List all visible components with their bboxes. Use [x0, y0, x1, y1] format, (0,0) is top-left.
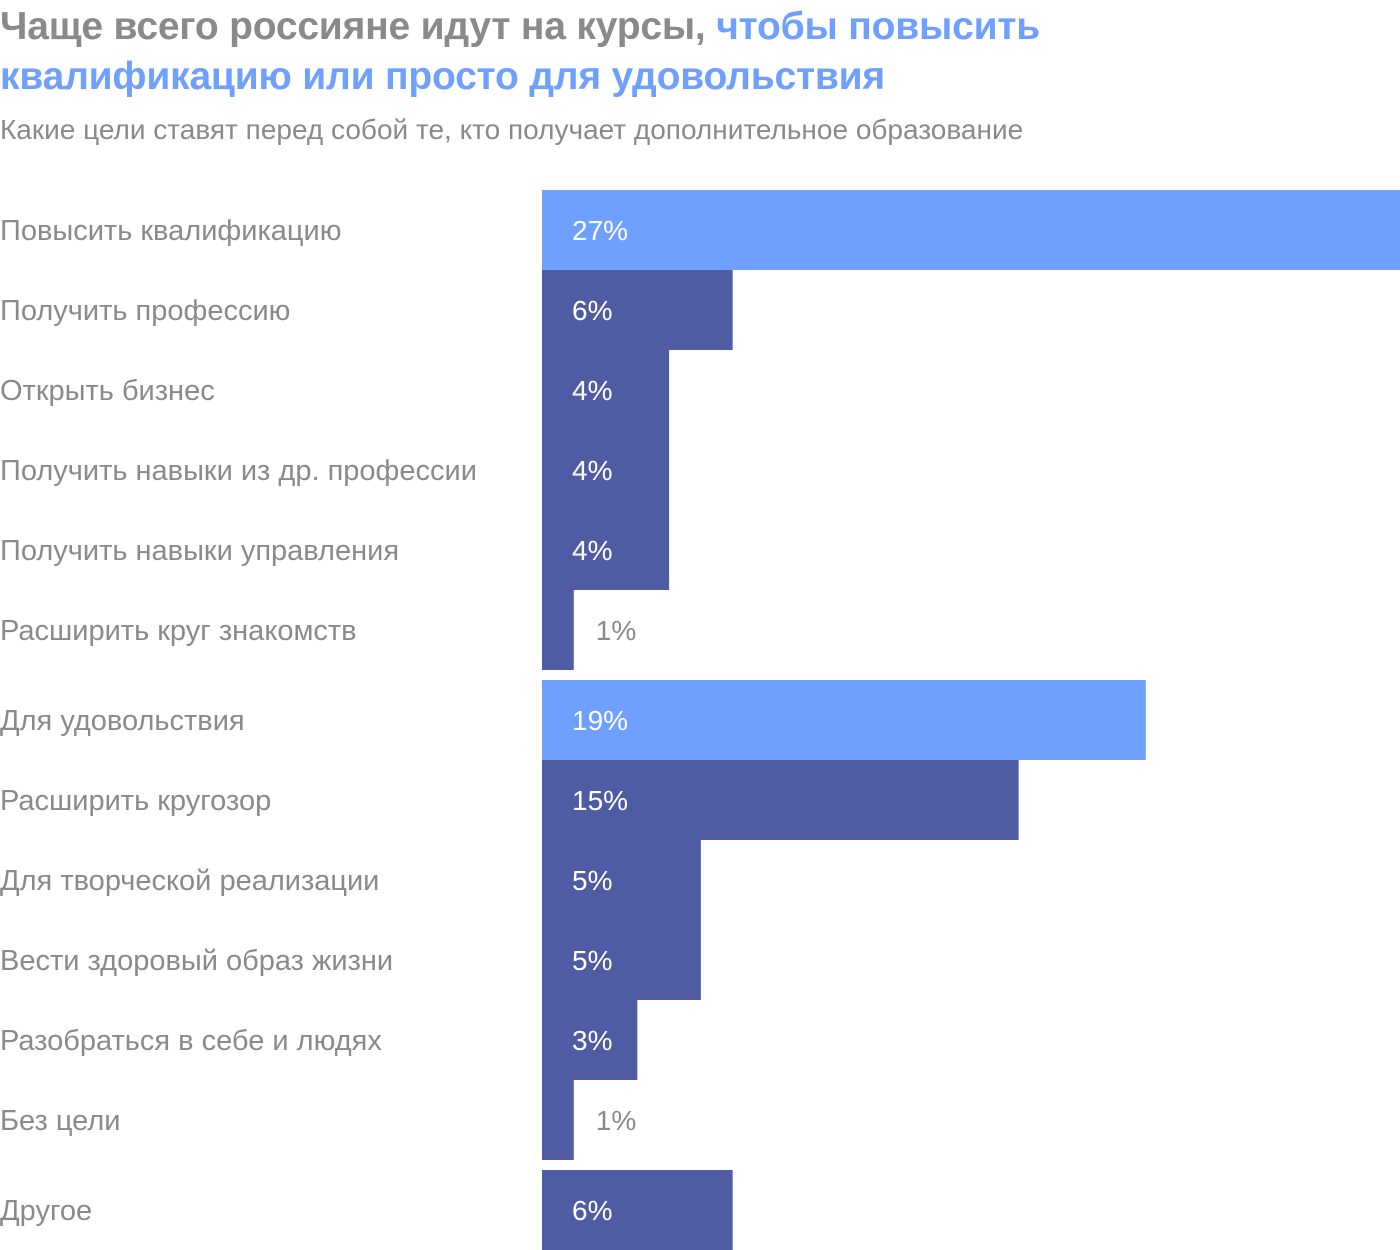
category-label-g0-0: Повысить квалификацию: [0, 215, 341, 247]
bar-g0-2: [542, 350, 670, 430]
bar-g0-3: [542, 430, 670, 510]
value-label-g0-0: 27%: [572, 215, 628, 246]
category-label-g2-0: Другое: [0, 1195, 92, 1227]
bar-g1-1: [542, 760, 1019, 840]
value-label-g0-4: 4%: [572, 535, 612, 566]
value-label-g1-0: 19%: [572, 705, 628, 736]
category-label-g0-5: Расширить круг знакомств: [0, 615, 357, 647]
category-label-g1-1: Расширить кругозор: [0, 785, 271, 817]
bar-g1-2: [542, 840, 701, 920]
category-label-g1-2: Для творческой реализации: [0, 865, 379, 897]
bar-g1-4: [542, 1000, 638, 1080]
category-label-g0-1: Получить профессию: [0, 295, 290, 327]
category-label-g1-3: Вести здоровый образ жизни: [0, 945, 393, 977]
chart-title-part1: Чаще всего россияне идут на курсы,: [0, 5, 706, 48]
category-label-g1-0: Для удовольствия: [0, 705, 245, 737]
bar-g0-0: [542, 190, 1400, 270]
bar-g1-5: [542, 1080, 574, 1160]
value-label-g1-1: 15%: [572, 785, 628, 816]
category-label-g0-2: Открыть бизнес: [0, 375, 215, 407]
category-label-g0-4: Получить навыки управления: [0, 535, 399, 567]
value-label-g0-5: 1%: [596, 615, 636, 646]
value-label-g0-1: 6%: [572, 295, 612, 326]
bar-g0-4: [542, 510, 670, 590]
value-label-g1-4: 3%: [572, 1025, 612, 1056]
bar-g0-5: [542, 590, 574, 670]
bar-g2-0: [542, 1170, 733, 1250]
bar-g0-1: [542, 270, 733, 350]
bar-g1-0: [542, 680, 1146, 760]
bar-g1-3: [542, 920, 701, 1000]
category-label-g0-3: Получить навыки из др. профессии: [0, 455, 477, 487]
chart-title: Чаще всего россияне идут на курсы, чтобы…: [0, 2, 1300, 102]
category-label-g1-4: Разобраться в себе и людях: [0, 1025, 382, 1057]
value-label-g1-3: 5%: [572, 945, 612, 976]
chart-title-accent: чтобы повысить квалификацию или просто д…: [0, 5, 1041, 98]
chart-subtitle: Какие цели ставят перед собой те, кто по…: [0, 114, 1024, 145]
value-label-g0-2: 4%: [572, 375, 612, 406]
value-label-g2-0: 6%: [572, 1195, 612, 1226]
value-label-g1-2: 5%: [572, 865, 612, 896]
value-label-g0-3: 4%: [572, 455, 612, 486]
category-label-g1-5: Без цели: [0, 1105, 120, 1137]
value-label-g1-5: 1%: [596, 1105, 636, 1136]
